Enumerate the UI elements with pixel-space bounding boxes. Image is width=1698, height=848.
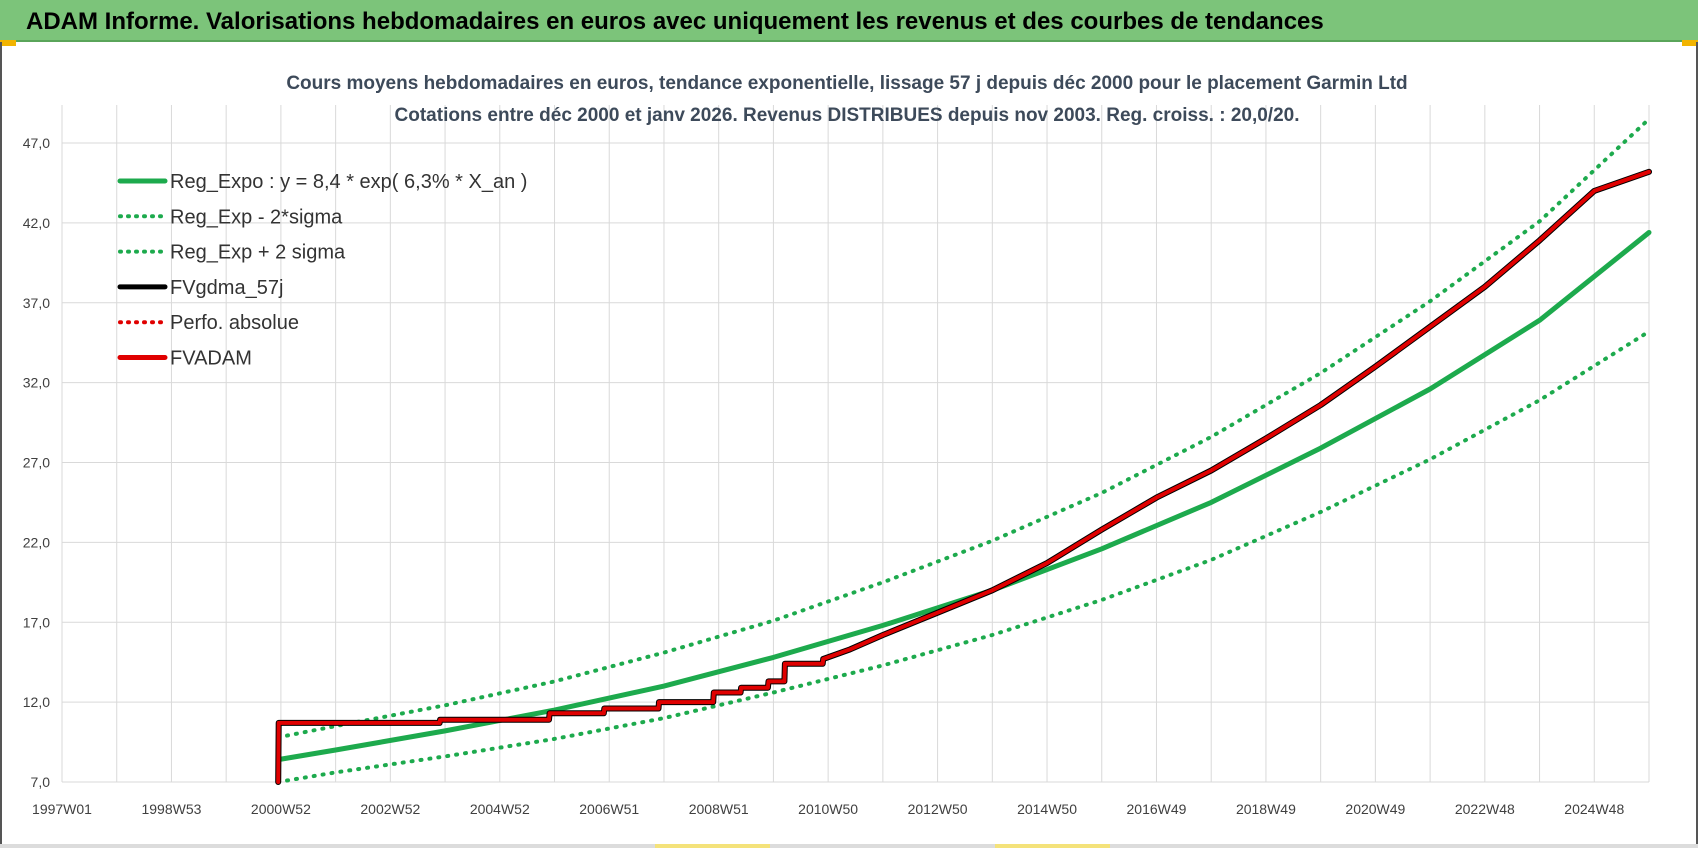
- x-tick-label: 2020W49: [1345, 801, 1405, 817]
- x-tick-label: 2002W52: [360, 801, 420, 817]
- corner-marker-left: [0, 40, 16, 46]
- x-tick-label: 2008W51: [689, 801, 749, 817]
- series-group: [275, 117, 1652, 785]
- legend: Reg_Expo : y = 8,4 * exp( 6,3% * X_an ) R…: [117, 171, 527, 370]
- y-tick-label: 22,0: [23, 534, 50, 550]
- x-tick-label: 1997W01: [32, 801, 92, 817]
- legend-label: Reg_Exp - 2*sigma: [170, 206, 343, 228]
- y-tick-label: 42,0: [23, 215, 50, 231]
- x-tick-label: 2022W48: [1455, 801, 1515, 817]
- y-axis: 7,0 12,0 17,0 22,0 27,0 32,0 37,0 42,0 47,0: [23, 135, 50, 790]
- x-tick-label: 2014W50: [1017, 801, 1077, 817]
- bottom-tab-2: [995, 844, 1110, 848]
- x-tick-label: 2006W51: [579, 801, 639, 817]
- y-tick-label: 17,0: [23, 614, 50, 630]
- y-tick-label: 47,0: [23, 135, 50, 151]
- legend-label: Reg_Expo : y = 8,4 * exp( 6,3% * X_an ): [170, 171, 527, 193]
- x-tick-label: 2000W52: [251, 801, 311, 817]
- x-tick-label: 2024W48: [1564, 801, 1624, 817]
- bottom-tab-1: [655, 844, 770, 848]
- series-line-2: [276, 329, 1651, 784]
- x-tick-label: 1998W53: [141, 801, 201, 817]
- series-line-1: [275, 230, 1652, 763]
- page-title: ADAM Informe. Valorisations hebdomadaire…: [26, 8, 1324, 35]
- chart-title: Cours moyens hebdomadaires en euros, ten…: [286, 73, 1407, 94]
- x-axis: 1997W01 1998W53 2000W52 2002W52 2004W52 2006W…: [32, 801, 1624, 817]
- x-tick-label: 2010W50: [798, 801, 858, 817]
- x-tick-label: 2004W52: [470, 801, 530, 817]
- series-line-5: [277, 170, 1650, 783]
- chart-frame: [0, 42, 1698, 848]
- y-tick-label: 12,0: [23, 694, 50, 710]
- header-bar: ADAM Informe. Valorisations hebdomadaire…: [0, 0, 1698, 42]
- x-tick-label: 2016W49: [1127, 801, 1187, 817]
- x-tick-label: 2012W50: [908, 801, 968, 817]
- series-line-4: [275, 168, 1652, 785]
- y-tick-label: 32,0: [23, 375, 50, 391]
- x-tick-label: 2018W49: [1236, 801, 1296, 817]
- legend-label: FVADAM: [170, 348, 252, 370]
- chart-subtitle: Cotations entre déc 2000 et janv 2026. R…: [395, 105, 1300, 126]
- grid: [61, 105, 1650, 783]
- y-tick-label: 37,0: [23, 295, 50, 311]
- y-tick-label: 7,0: [31, 774, 51, 790]
- series-line-3: [276, 117, 1651, 740]
- legend-label: Reg_Exp + 2 sigma: [170, 242, 346, 264]
- legend-label: Perfo. absolue: [170, 312, 299, 334]
- corner-marker-right: [1682, 40, 1698, 46]
- y-tick-label: 27,0: [23, 455, 50, 471]
- bottom-strip: [0, 844, 1698, 848]
- series-line-6: [276, 169, 1651, 784]
- legend-label: FVgdma_57j: [170, 277, 283, 299]
